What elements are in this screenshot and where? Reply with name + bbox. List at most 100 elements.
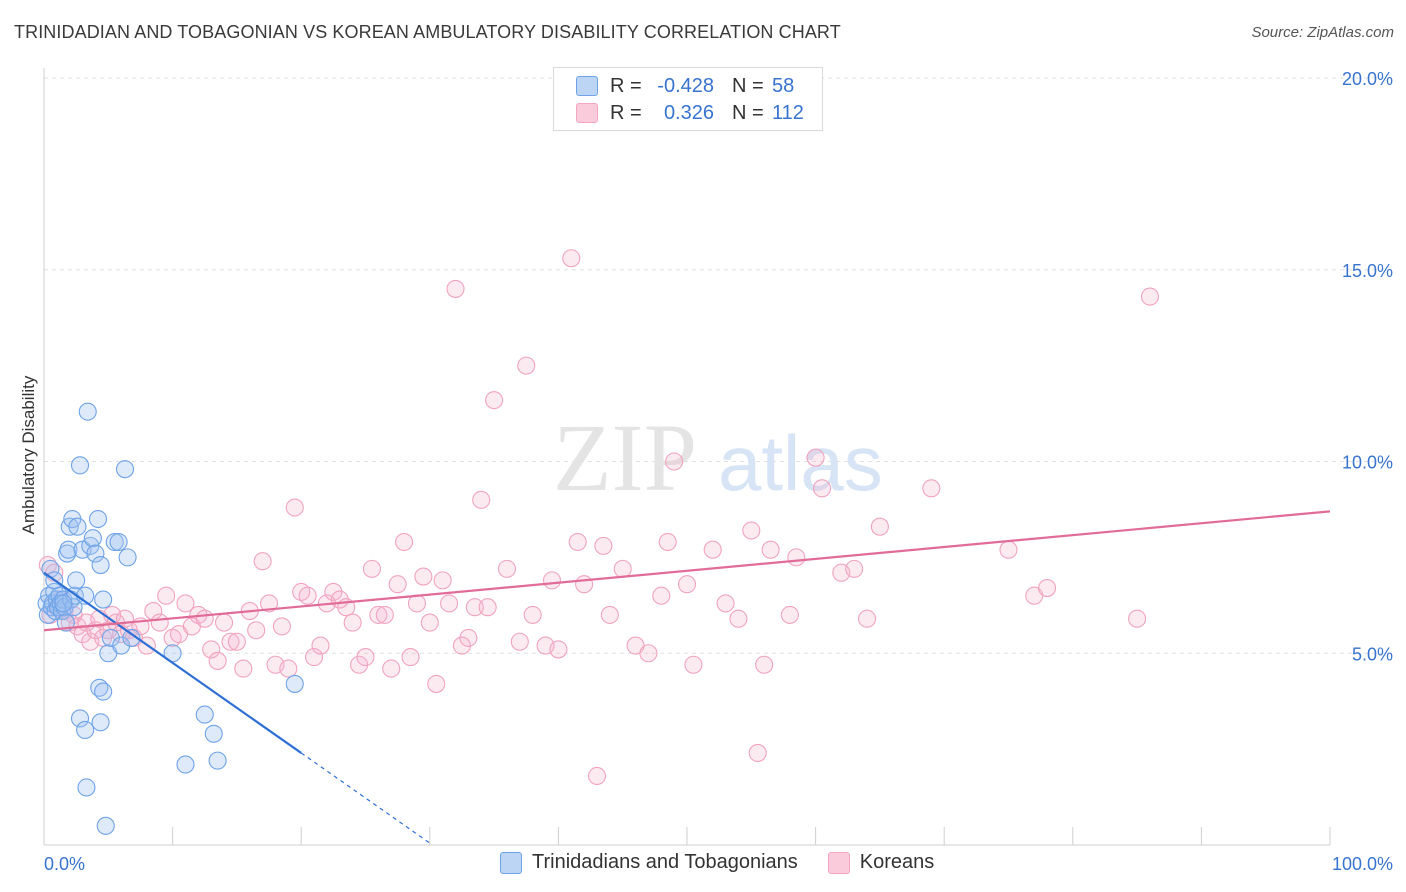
data-point <box>109 532 128 552</box>
data-point <box>324 582 343 601</box>
data-point <box>395 532 414 552</box>
data-point <box>234 659 253 678</box>
watermark-zip: ZIP <box>553 404 697 511</box>
data-point <box>478 598 497 617</box>
bottom-legend-item-koreans: Koreans <box>827 851 935 874</box>
data-point <box>755 655 774 674</box>
data-point <box>485 391 504 410</box>
data-point <box>594 536 613 555</box>
legend-r-label: R = <box>610 74 642 97</box>
bottom-legend-label: Trinidadians and Tobagonians <box>532 851 798 873</box>
data-point <box>452 636 472 655</box>
y-tick-label: 10.0% <box>1342 453 1393 473</box>
x-tick-label: 100.0% <box>1332 854 1393 874</box>
data-point <box>122 628 141 647</box>
bottom-legend-swatch-blue <box>500 851 522 874</box>
data-point <box>812 479 832 498</box>
data-point <box>150 613 169 632</box>
data-point <box>658 532 677 552</box>
data-point <box>94 590 113 609</box>
data-point <box>350 655 369 674</box>
data-point <box>70 709 90 728</box>
data-point <box>253 552 272 571</box>
data-point <box>88 509 108 529</box>
data-point <box>77 778 96 797</box>
x-tick-label: 0.0% <box>44 854 85 874</box>
data-point <box>748 743 767 763</box>
data-point <box>472 490 491 509</box>
source-credit: Source: ZipAtlas.com <box>1251 24 1394 41</box>
data-point <box>401 648 420 667</box>
data-point <box>70 456 90 475</box>
legend-n-value: 112 <box>772 101 804 124</box>
data-point <box>214 613 234 632</box>
data-point <box>665 452 684 471</box>
data-point <box>105 532 124 552</box>
data-point <box>433 571 452 590</box>
data-point <box>259 594 279 613</box>
data-point <box>272 617 291 636</box>
trend-lines <box>43 510 1331 844</box>
data-point <box>101 628 120 647</box>
data-point <box>780 605 799 624</box>
y-tick-label: 15.0% <box>1342 261 1393 281</box>
data-point <box>382 659 401 678</box>
data-point <box>517 356 536 375</box>
data-point <box>510 632 529 651</box>
y-tick-labels: 5.0% 10.0% 15.0% 20.0% <box>1342 69 1393 664</box>
data-point <box>568 532 587 552</box>
data-point <box>787 548 806 567</box>
data-point <box>59 540 78 559</box>
data-point <box>427 674 446 693</box>
data-point <box>857 609 877 628</box>
trend-line-extension <box>300 752 431 844</box>
y-tick-label: 20.0% <box>1342 69 1393 89</box>
data-point <box>64 598 83 617</box>
data-point <box>204 724 223 743</box>
data-point <box>414 567 433 586</box>
watermark-atlas: atlas <box>718 419 883 507</box>
data-point <box>94 682 113 701</box>
data-point <box>54 590 73 609</box>
data-point <box>176 594 195 613</box>
data-point <box>195 705 214 724</box>
legend-swatch-pink <box>576 103 598 123</box>
data-point <box>999 540 1018 559</box>
data-point <box>652 586 671 605</box>
legend-row-pink: R = 0.326 N = 112 <box>576 100 804 126</box>
data-point <box>600 605 619 624</box>
data-point <box>729 609 748 628</box>
series-koreans <box>38 249 1160 786</box>
data-point <box>1140 287 1160 306</box>
data-point <box>78 402 97 421</box>
bottom-legend: Trinidadians and Tobagonians Koreans <box>500 851 964 874</box>
data-point <box>279 659 298 678</box>
data-point <box>677 575 697 594</box>
data-point <box>112 636 131 655</box>
data-point <box>369 605 388 624</box>
data-point <box>549 640 568 659</box>
bottom-legend-label: Koreans <box>859 851 935 873</box>
data-point <box>96 816 115 835</box>
data-point <box>420 613 439 632</box>
data-point <box>388 575 407 594</box>
data-point <box>1128 609 1147 628</box>
data-point <box>587 766 607 786</box>
data-point <box>356 648 375 667</box>
data-point <box>684 655 703 674</box>
data-point <box>115 460 135 479</box>
data-point <box>285 674 304 693</box>
data-point <box>86 544 105 563</box>
bottom-legend-swatch-pink <box>827 851 850 874</box>
data-point <box>208 751 227 770</box>
data-point <box>845 559 864 578</box>
data-point <box>247 621 266 640</box>
data-point <box>68 517 87 536</box>
y-axis-label: Ambulatory Disability <box>19 375 38 534</box>
data-point <box>195 609 214 628</box>
watermark: ZIP atlas <box>553 404 883 511</box>
data-point <box>54 594 73 613</box>
trend-line <box>43 510 1331 632</box>
legend-r-value: 0.326 <box>663 101 714 124</box>
data-point <box>157 586 176 605</box>
